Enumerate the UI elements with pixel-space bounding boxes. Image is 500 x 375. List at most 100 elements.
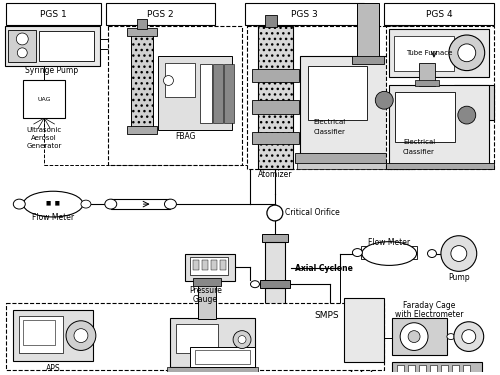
Bar [262,234,288,242]
Bar [452,365,459,375]
Ellipse shape [447,334,455,339]
Bar [394,36,454,70]
Text: PGS 4: PGS 4 [426,10,452,19]
Bar [202,261,208,270]
Bar [136,19,146,29]
Bar [358,3,380,58]
Bar [296,163,407,170]
Bar [265,288,285,326]
Circle shape [238,336,246,344]
Bar [100,39,117,49]
Text: Faraday Cage: Faraday Cage [403,302,455,310]
Text: Ultrasonic: Ultrasonic [26,127,62,133]
Bar [389,29,488,76]
Bar [308,66,368,120]
Text: Tube Furnace: Tube Furnace [406,50,452,56]
Bar [190,348,255,367]
Bar [419,365,426,375]
Bar [194,278,221,286]
Bar [362,246,417,260]
Bar [224,64,234,123]
Circle shape [449,35,484,70]
Text: SMPS: SMPS [314,311,340,320]
Bar [252,132,298,144]
Text: Generator: Generator [26,143,62,149]
Bar [262,326,288,334]
Circle shape [66,321,96,350]
Text: Electrical: Electrical [314,119,346,125]
Ellipse shape [428,250,436,258]
Circle shape [441,236,476,272]
Bar [260,280,290,288]
Bar [258,26,293,170]
Bar [408,365,415,375]
Bar [300,56,399,154]
Text: FBAG: FBAG [175,132,196,141]
Bar [247,26,414,170]
Bar [344,298,384,362]
Bar [389,86,488,165]
Bar [245,3,364,25]
Bar [31,198,75,210]
Text: Gauge: Gauge [193,294,218,303]
Bar [386,163,494,170]
Ellipse shape [164,199,176,209]
Text: Pressure: Pressure [189,286,222,295]
Bar [106,3,215,25]
Bar [126,28,156,36]
Bar [213,64,223,123]
Circle shape [74,328,88,342]
Bar [24,81,65,118]
Bar [392,318,447,356]
Text: Classifier: Classifier [403,148,435,154]
Circle shape [458,106,475,124]
Bar [39,31,94,61]
Ellipse shape [352,249,362,256]
Text: PGS 3: PGS 3 [292,10,318,19]
Text: APS: APS [46,364,60,373]
Bar [168,367,258,372]
Bar [196,350,250,364]
Bar [415,81,439,86]
Circle shape [376,92,393,109]
Bar [111,199,170,209]
Bar [441,365,448,375]
Text: Aerosol: Aerosol [32,135,57,141]
Bar [352,56,384,64]
Ellipse shape [105,199,117,209]
Bar [392,362,482,375]
Bar [200,64,212,123]
Ellipse shape [250,281,260,288]
Bar [14,310,93,362]
Text: Flow Meter: Flow Meter [32,213,74,222]
Bar [395,92,455,142]
Bar [130,29,152,128]
Bar [8,30,36,62]
Text: ■  ■: ■ ■ [46,201,60,206]
Text: Axial Cyclone: Axial Cyclone [295,264,352,273]
Circle shape [451,246,467,261]
Bar [6,303,384,370]
Bar [186,254,235,281]
Bar [265,242,285,281]
Text: PGS 2: PGS 2 [147,10,174,19]
Bar [265,15,277,27]
Text: Atomizer: Atomizer [258,170,292,179]
Bar [384,3,494,25]
Bar [397,365,404,375]
Bar [252,69,298,82]
Ellipse shape [14,199,26,209]
Circle shape [18,48,27,58]
Bar [20,316,63,353]
Circle shape [408,331,420,342]
Text: Electrical: Electrical [403,139,435,145]
Bar [295,153,409,163]
Bar [170,318,255,367]
Bar [108,26,242,165]
Circle shape [267,205,283,221]
Bar [6,3,101,25]
Circle shape [16,33,28,45]
Bar [198,283,216,319]
Bar [220,261,226,270]
Circle shape [454,322,484,351]
